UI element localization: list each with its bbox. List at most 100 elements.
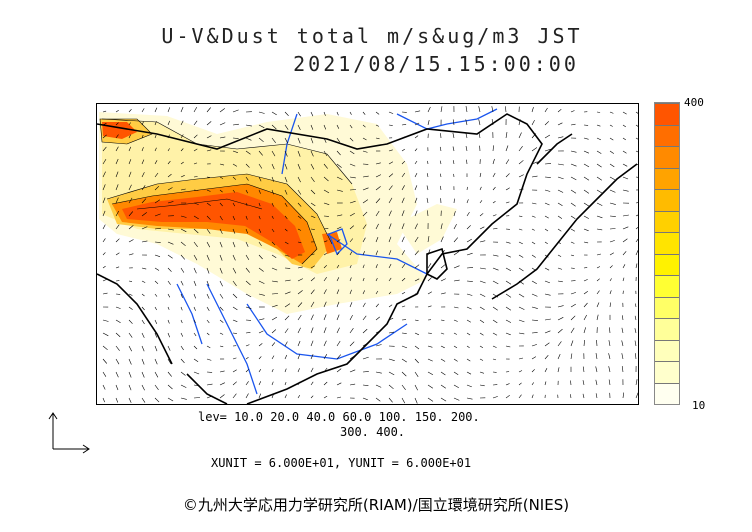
- wind-vector: [219, 267, 223, 274]
- wind-vector: [505, 280, 512, 285]
- wind-vector: [557, 122, 563, 126]
- wind-vector: [284, 381, 287, 386]
- wind-vector: [336, 176, 343, 180]
- wind-vector: [479, 267, 486, 270]
- wind-vector: [440, 332, 445, 335]
- wind-vector: [349, 200, 356, 204]
- wind-vector: [258, 369, 262, 373]
- wind-vector: [608, 353, 611, 360]
- wind-vector: [583, 241, 589, 244]
- wind-vector: [583, 314, 587, 321]
- wind-vector: [180, 241, 186, 247]
- wind-vector: [245, 137, 252, 141]
- wind-vector: [297, 202, 302, 207]
- wind-vector: [193, 345, 198, 350]
- wind-vector: [284, 163, 288, 170]
- dust-region-very-low-east: [397, 204, 457, 254]
- wind-vector: [531, 344, 537, 347]
- wind-vector: [570, 202, 576, 207]
- wind-vector: [531, 332, 538, 334]
- wind-vector: [271, 215, 274, 219]
- wind-vector: [128, 293, 133, 296]
- wind-vector: [141, 134, 144, 139]
- wind-vector: [479, 345, 484, 349]
- wind-vector: [401, 345, 408, 349]
- wind-vector: [271, 293, 279, 295]
- wind-vector: [232, 228, 236, 234]
- wind-vector: [440, 106, 443, 113]
- wind-vector: [310, 215, 316, 218]
- wind-vector: [388, 371, 395, 376]
- wind-vector: [180, 175, 185, 178]
- wind-vector: [349, 124, 353, 129]
- color-scale-cell: [655, 253, 679, 275]
- wind-vector: [401, 305, 406, 308]
- wind-vector: [193, 215, 199, 220]
- wind-vector: [128, 358, 132, 365]
- wind-vector: [414, 172, 418, 178]
- wind-vector: [414, 122, 420, 126]
- wind-vector: [518, 267, 524, 272]
- wind-vector: [583, 215, 589, 219]
- wind-vector: [518, 254, 524, 258]
- wind-vector: [258, 215, 261, 220]
- wind-vector: [310, 202, 316, 207]
- wind-vector: [544, 342, 550, 347]
- wind-vector: [414, 384, 418, 391]
- wind-vector: [375, 223, 379, 230]
- wind-vector: [427, 291, 432, 295]
- wind-vector: [336, 354, 342, 360]
- wind-vector: [336, 239, 341, 243]
- wind-vector: [349, 150, 355, 155]
- wind-vector: [622, 238, 628, 243]
- wind-vector: [531, 306, 538, 309]
- wind-vector: [596, 111, 601, 113]
- wind-vector: [595, 393, 598, 399]
- wind-vector: [583, 302, 588, 308]
- wind-vector: [258, 111, 265, 114]
- wind-vector: [596, 228, 603, 231]
- wind-vector: [426, 173, 429, 178]
- wind-vector: [518, 293, 525, 298]
- wind-vector: [375, 290, 379, 295]
- wind-vector: [128, 253, 134, 256]
- wind-vector: [102, 158, 107, 165]
- wind-vector: [453, 279, 460, 282]
- wind-vector: [154, 384, 159, 390]
- wind-vector: [141, 198, 147, 204]
- wind-vector: [102, 371, 107, 377]
- wind-vector: [427, 106, 431, 113]
- scale-min-label: 10: [692, 399, 706, 412]
- wind-vector: [206, 202, 211, 206]
- wind-vector: [245, 150, 251, 155]
- wind-vector: [284, 189, 288, 195]
- wind-vector: [310, 381, 314, 386]
- wind-vector: [453, 384, 459, 388]
- wind-vector: [452, 146, 455, 152]
- wind-vector: [336, 382, 342, 386]
- wind-vector: [557, 353, 561, 360]
- wind-vector: [219, 108, 225, 113]
- wind-vector: [622, 189, 629, 192]
- wind-vector: [258, 280, 265, 284]
- wind-vector: [141, 280, 146, 283]
- wind-vector: [193, 397, 201, 399]
- wind-vector: [570, 123, 576, 126]
- wind-vector: [284, 228, 288, 232]
- wind-vector: [284, 150, 288, 157]
- wind-vector: [206, 345, 211, 349]
- wind-vector: [466, 332, 471, 336]
- wind-vector: [297, 215, 302, 219]
- wind-vector: [154, 306, 157, 311]
- wind-vector: [219, 176, 224, 179]
- wind-vector: [323, 327, 327, 334]
- color-scale-cell: [655, 146, 679, 168]
- wind-vector: [531, 394, 534, 399]
- wind-vector: [557, 267, 563, 270]
- wind-vector: [180, 215, 187, 218]
- wind-vector: [427, 277, 432, 282]
- wind-vector: [466, 267, 474, 269]
- wind-vector: [141, 384, 145, 391]
- wind-vector: [128, 225, 134, 230]
- wind-vector: [336, 252, 340, 256]
